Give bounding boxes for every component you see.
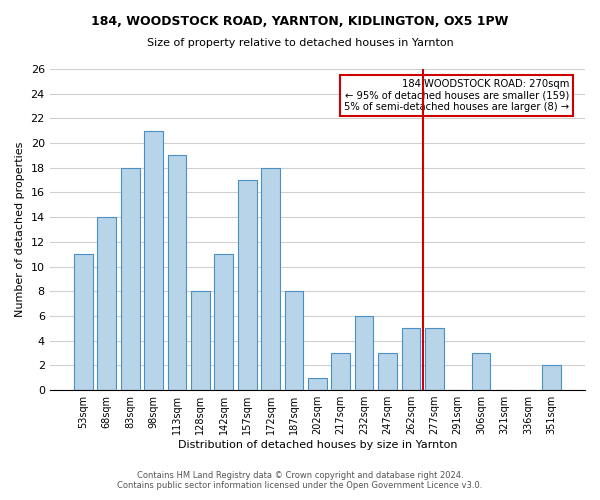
Bar (191, 292, 210, 390)
Text: Size of property relative to detached houses in Yarnton: Size of property relative to detached ho… (146, 38, 454, 48)
Bar (167, 156, 187, 390)
Bar (542, 366, 560, 390)
Text: 184, WOODSTOCK ROAD, YARNTON, KIDLINGTON, OX5 1PW: 184, WOODSTOCK ROAD, YARNTON, KIDLINGTON… (91, 15, 509, 28)
Bar (355, 316, 373, 390)
Bar (74, 254, 93, 390)
Bar (472, 353, 490, 390)
Bar (378, 353, 397, 390)
Bar (238, 180, 257, 390)
X-axis label: Distribution of detached houses by size in Yarnton: Distribution of detached houses by size … (178, 440, 457, 450)
Text: 184 WOODSTOCK ROAD: 270sqm
← 95% of detached houses are smaller (159)
5% of semi: 184 WOODSTOCK ROAD: 270sqm ← 95% of deta… (344, 78, 569, 112)
Bar (308, 378, 326, 390)
Bar (144, 130, 163, 390)
Y-axis label: Number of detached properties: Number of detached properties (15, 142, 25, 317)
Text: Contains HM Land Registry data © Crown copyright and database right 2024.
Contai: Contains HM Land Registry data © Crown c… (118, 470, 482, 490)
Bar (261, 168, 280, 390)
Bar (284, 292, 303, 390)
Bar (401, 328, 420, 390)
Bar (214, 254, 233, 390)
Bar (425, 328, 443, 390)
Bar (121, 168, 140, 390)
Bar (331, 353, 350, 390)
Bar (97, 217, 116, 390)
